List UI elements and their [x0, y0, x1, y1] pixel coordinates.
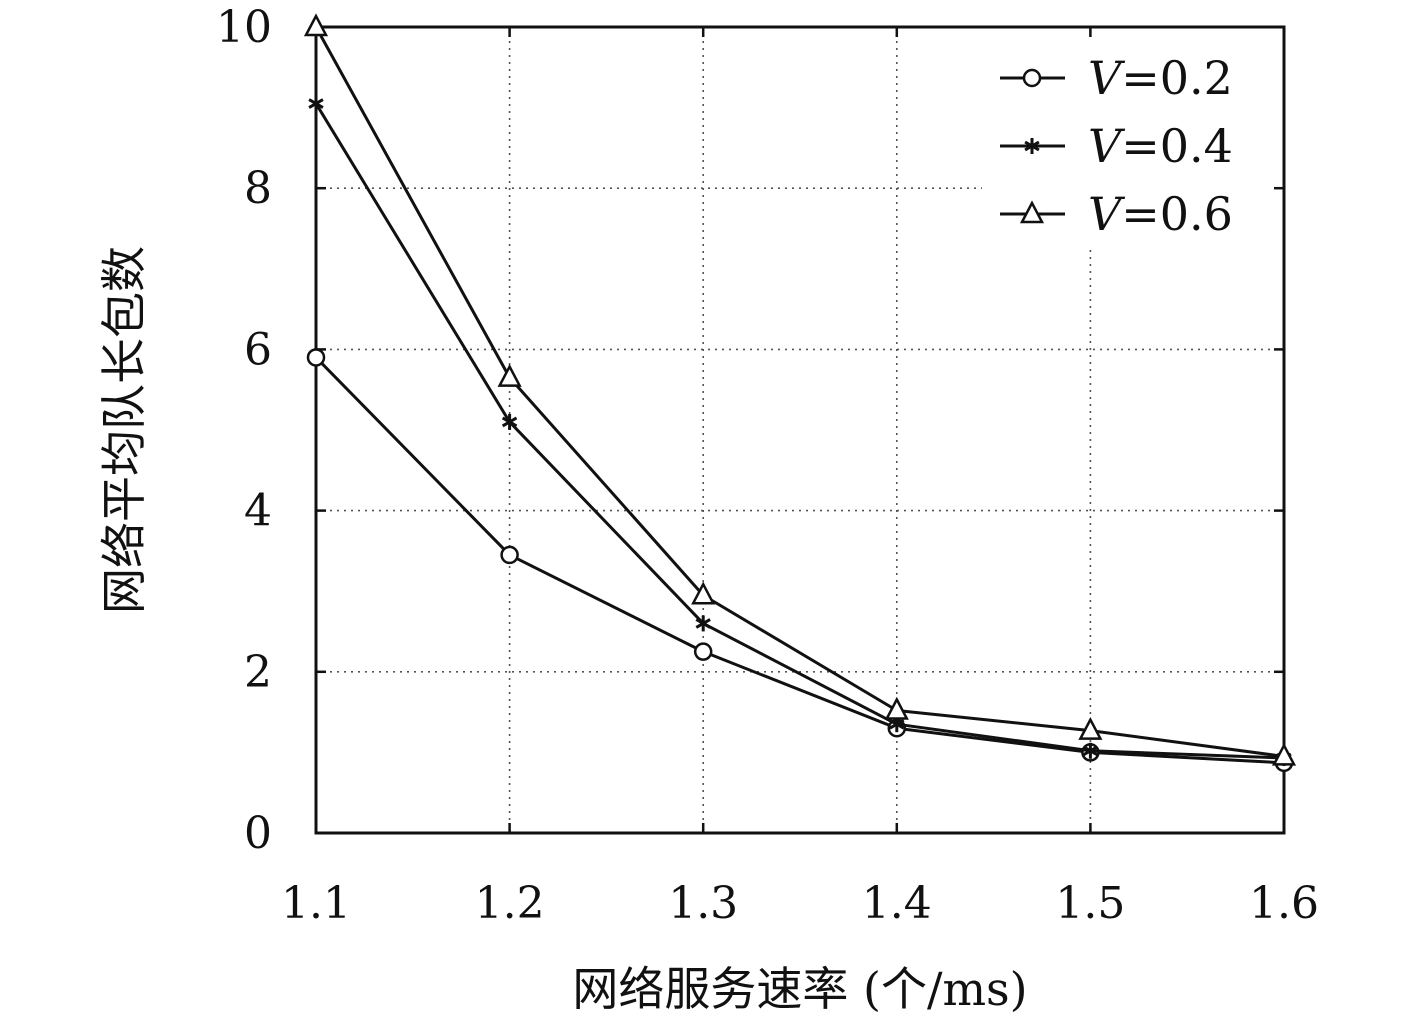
series-V=0.6	[303, 13, 1297, 766]
plot-frame	[314, 25, 1286, 835]
x-tick-label: 1.5	[1055, 878, 1125, 929]
x-tick-label: 1.2	[475, 878, 545, 929]
legend-entry: V=0.2	[1000, 51, 1233, 105]
legend-marker	[1022, 68, 1042, 88]
data-point	[306, 348, 326, 367]
series-line	[314, 102, 1285, 760]
series-V=0.2	[306, 348, 1294, 773]
data-point	[308, 95, 324, 112]
y-tick-label: 4	[244, 486, 272, 537]
legend-entry: V=0.6	[1000, 187, 1233, 241]
data-point	[1082, 742, 1099, 759]
y-tick-label: 2	[244, 647, 272, 698]
legend-entry: V=0.4	[1000, 119, 1233, 173]
series-line	[314, 356, 1285, 765]
legend-label: V=0.2	[1088, 51, 1233, 105]
data-point	[497, 363, 522, 387]
x-tick-label: 1.3	[668, 878, 738, 929]
legend-marker	[1024, 138, 1040, 154]
y-axis-label: 网络平均队长包数	[97, 246, 151, 614]
x-tick-label: 1.1	[281, 878, 351, 929]
data-point	[303, 13, 329, 37]
series-line	[314, 26, 1285, 758]
data-point	[1078, 716, 1103, 740]
data-point	[693, 642, 713, 661]
legend-marker	[1019, 200, 1045, 224]
x-axis-label: 网络服务速率 (个/ms)	[572, 962, 1027, 1016]
y-tick-label: 8	[244, 163, 272, 214]
data-point	[695, 615, 711, 632]
y-tick-label: 0	[244, 808, 272, 859]
data-point	[1271, 742, 1297, 766]
series-group	[303, 13, 1297, 773]
data-point	[501, 413, 518, 430]
x-tick-label: 1.6	[1249, 878, 1319, 929]
y-tick-label: 6	[244, 324, 272, 375]
y-tick-label: 10	[216, 2, 272, 53]
grid-lines	[316, 27, 1284, 833]
legend-label: V=0.4	[1088, 119, 1233, 173]
legend-label: V=0.6	[1088, 187, 1233, 241]
data-point	[884, 696, 909, 720]
legend: V=0.2 V=0.4 V=0.6	[1000, 51, 1233, 241]
data-point	[691, 581, 716, 605]
x-tick-label: 1.4	[862, 878, 932, 929]
axis-ticks: 1.1 1.2 1.3 1.4 1.5 1.6 0 2 4 6 8 10	[216, 2, 1319, 929]
data-point	[500, 545, 519, 565]
